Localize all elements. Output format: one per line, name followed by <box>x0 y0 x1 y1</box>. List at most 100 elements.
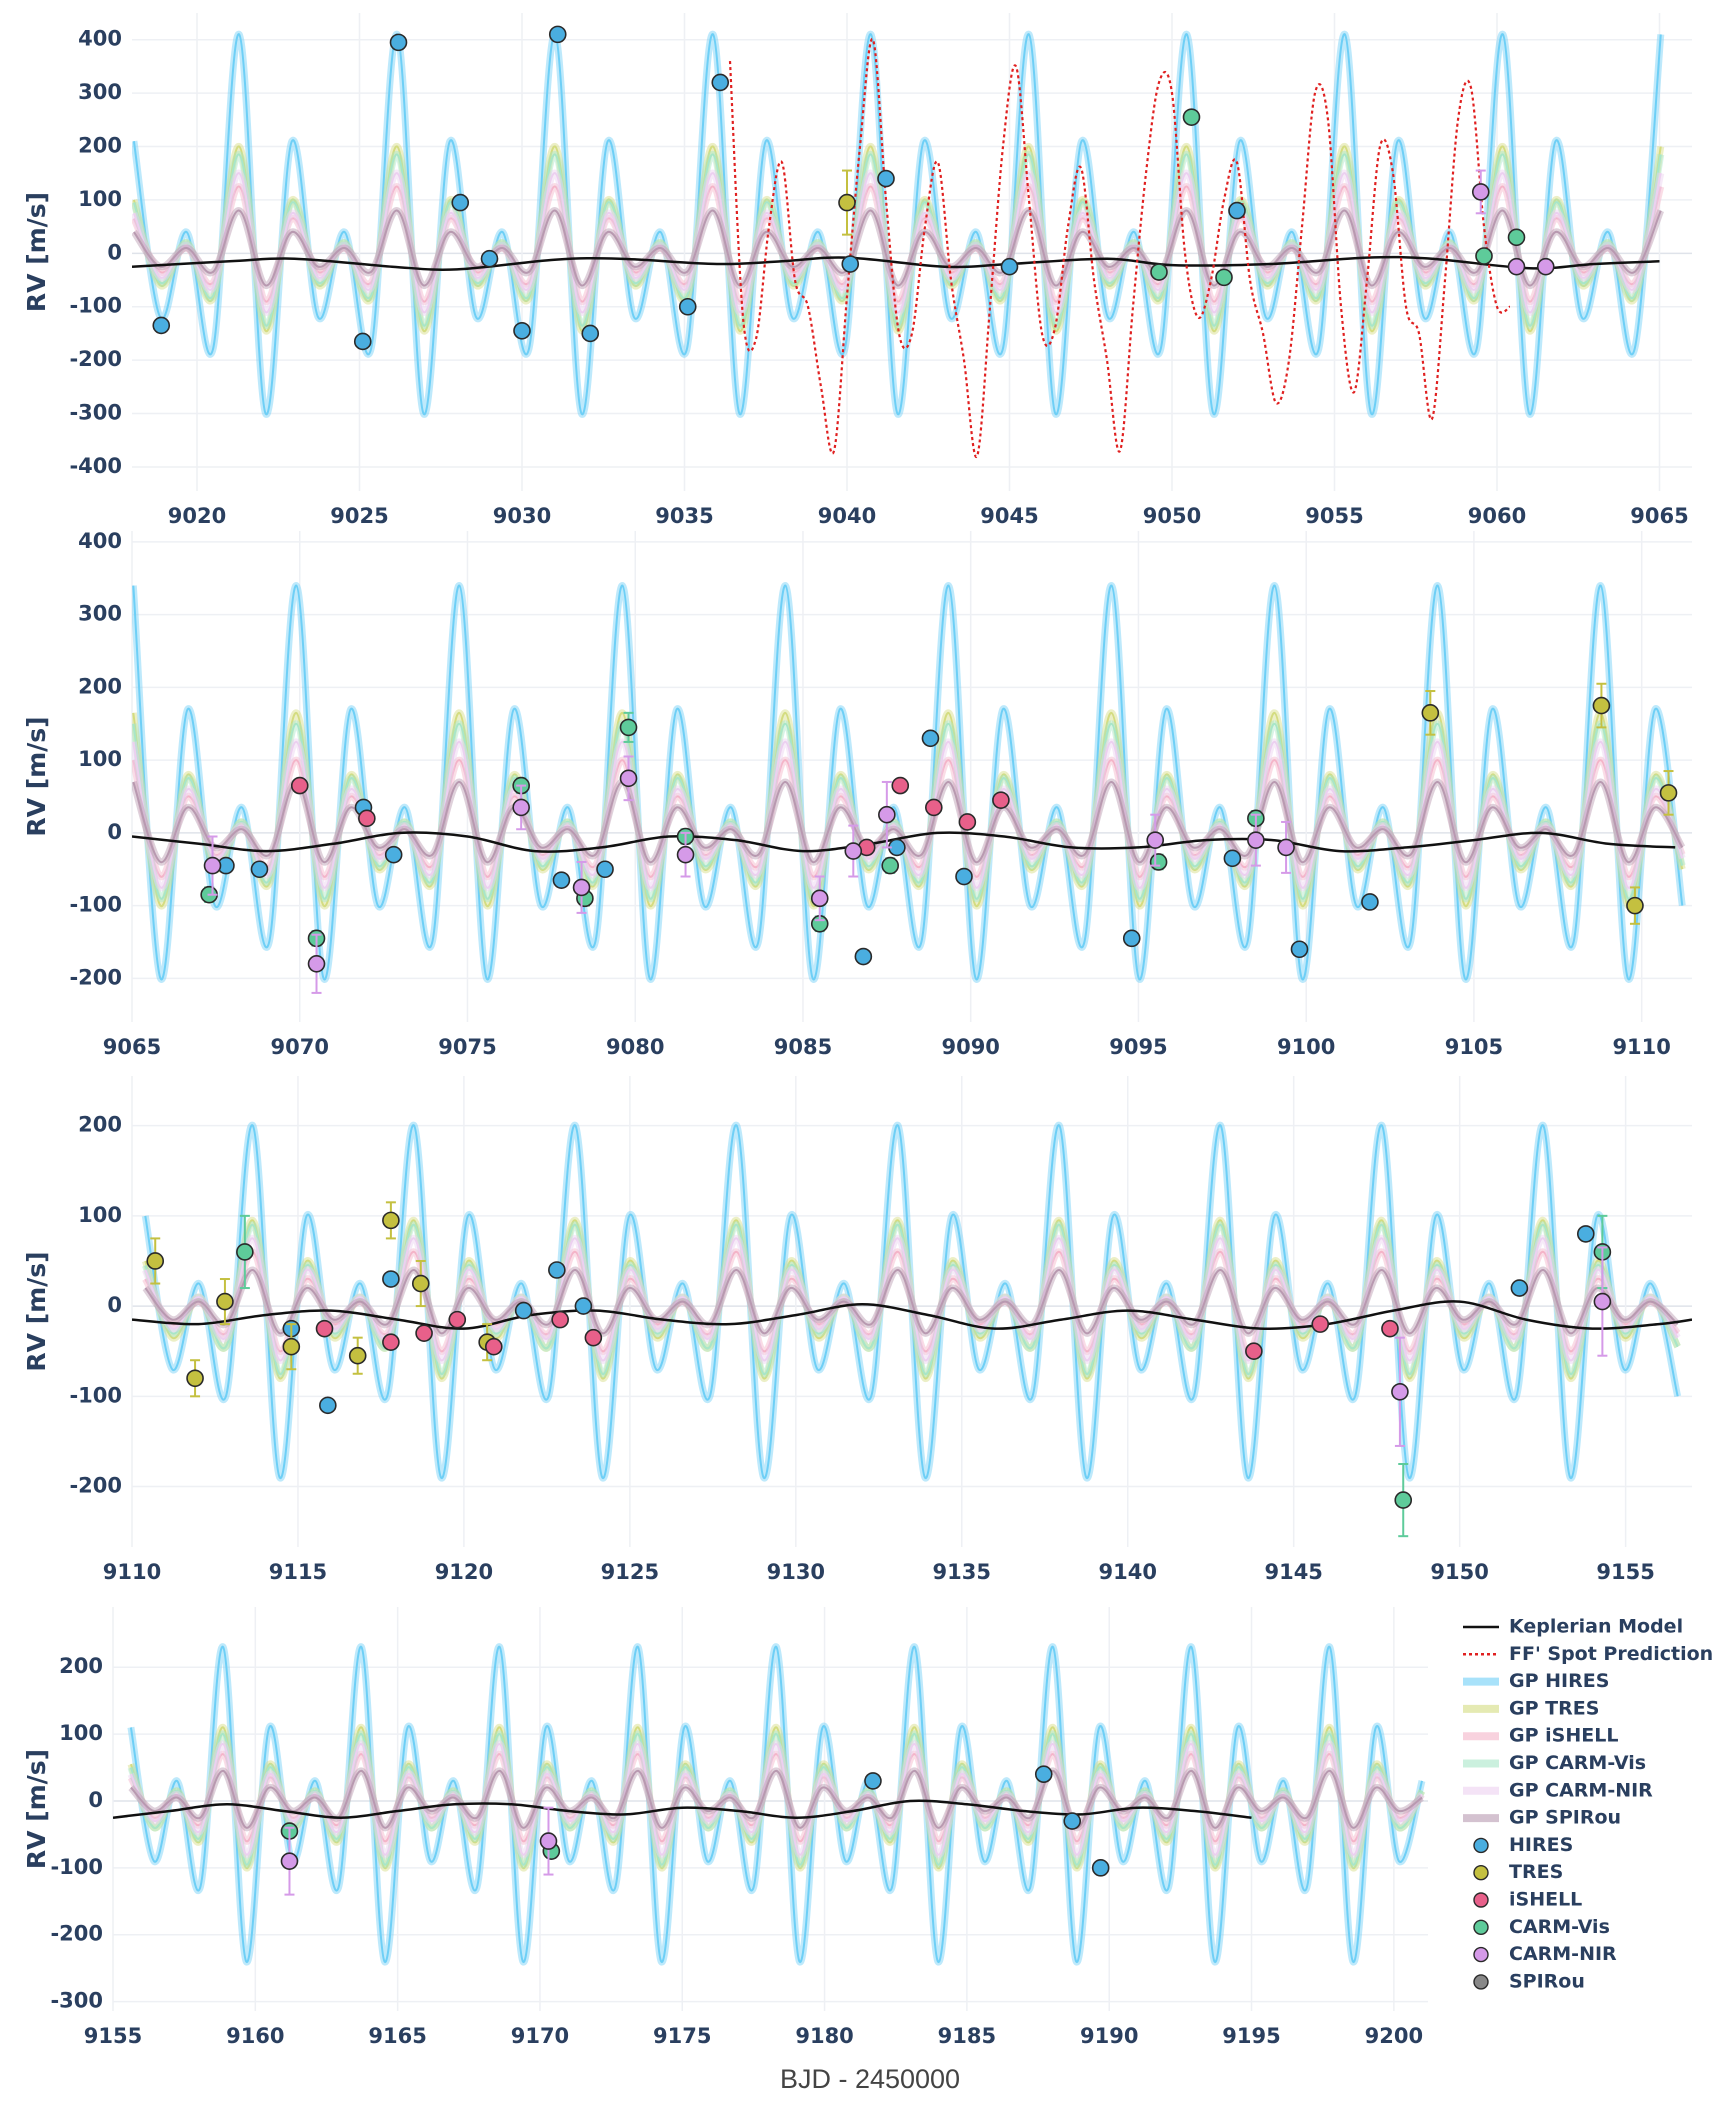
x-tick-label: 9045 <box>980 504 1038 528</box>
data-point <box>619 769 638 788</box>
y-tick-label: -300 <box>69 401 122 425</box>
data-point <box>290 776 309 795</box>
plot-area <box>132 25 1665 458</box>
data-point <box>1290 940 1309 959</box>
data-point <box>548 25 567 44</box>
data-point <box>1034 1765 1053 1784</box>
data-point <box>348 1346 367 1365</box>
x-tick-label: 9080 <box>606 1035 664 1059</box>
legend-marker <box>1473 1919 1489 1936</box>
data-point <box>1394 1491 1413 1509</box>
x-tick-label: 9040 <box>818 504 876 528</box>
data-point <box>1122 929 1141 948</box>
data-point <box>1421 704 1440 722</box>
data-point <box>539 1832 558 1850</box>
x-tick-label: 9095 <box>1109 1035 1167 1059</box>
legend-label: GP SPIRou <box>1509 1807 1621 1829</box>
y-tick-label: -100 <box>69 893 122 917</box>
data-point <box>1576 1225 1595 1243</box>
data-point <box>146 1252 165 1270</box>
legend-label: HIRES <box>1509 1834 1573 1856</box>
x-tick-label: 9065 <box>1630 504 1688 528</box>
gp-line <box>133 209 1662 287</box>
data-point <box>841 255 860 273</box>
data-point <box>280 1852 299 1870</box>
data-point <box>512 798 530 817</box>
data-point <box>382 1333 400 1351</box>
data-point <box>1381 1319 1399 1338</box>
data-point <box>1223 849 1242 868</box>
data-point <box>552 871 571 889</box>
data-point <box>319 1396 337 1415</box>
y-tick-label: -200 <box>50 1922 103 1946</box>
x-tick-label: 9160 <box>226 2024 284 2048</box>
gp-line <box>144 1124 1679 1479</box>
y-tick-label: -300 <box>50 1989 103 2013</box>
data-point <box>584 1328 603 1347</box>
y-tick-label: -100 <box>69 294 122 318</box>
data-point <box>514 1301 533 1320</box>
x-tick-label: 9085 <box>774 1035 832 1059</box>
x-tick-label: 9145 <box>1264 1560 1322 1584</box>
x-tick-label: 9110 <box>103 1560 161 1584</box>
y-tick-label: 400 <box>78 27 122 51</box>
data-point <box>415 1324 433 1342</box>
plot-area <box>132 582 1686 994</box>
data-point <box>307 955 326 973</box>
gp-line <box>132 145 1662 332</box>
legend-label: iSHELL <box>1509 1889 1582 1911</box>
data-point <box>382 1270 400 1288</box>
data-point <box>844 842 863 860</box>
legend-label: SPIRou <box>1509 1970 1585 1992</box>
y-axis-label: RV [m/s] <box>22 1251 51 1371</box>
data-point <box>1475 247 1493 265</box>
x-tick-label: 9150 <box>1430 1560 1488 1584</box>
legend-label: FF' Spot Prediction <box>1509 1643 1713 1665</box>
legend-marker <box>1473 1837 1489 1854</box>
x-tick-label: 9165 <box>368 2024 426 2048</box>
y-tick-label: 0 <box>107 240 122 264</box>
x-tick-label: 9075 <box>438 1035 496 1059</box>
gp-line <box>132 584 1684 981</box>
legend-label: CARM-NIR <box>1509 1943 1617 1965</box>
y-tick-label: 100 <box>78 1203 122 1227</box>
y-tick-label: -200 <box>69 965 122 989</box>
data-point <box>186 1369 204 1388</box>
data-point <box>203 856 222 875</box>
legend-label: GP TRES <box>1509 1697 1599 1719</box>
x-tick-label: 9035 <box>655 504 713 528</box>
data-point <box>619 718 638 737</box>
gp-line <box>129 1743 1423 1856</box>
x-tick-label: 9025 <box>330 504 388 528</box>
data-point <box>921 729 940 748</box>
y-axis-label: RV [m/s] <box>22 192 51 312</box>
data-point <box>152 316 171 335</box>
data-point <box>676 845 695 864</box>
legend-marker <box>1473 1892 1489 1908</box>
data-point <box>955 867 973 886</box>
data-point <box>810 889 829 908</box>
data-point <box>216 1292 234 1311</box>
y-tick-label: 200 <box>59 1654 103 1678</box>
data-point <box>1311 1315 1330 1333</box>
legend-label: GP CARM-NIR <box>1509 1779 1653 1801</box>
prediction-line <box>728 38 1511 458</box>
gp-line <box>132 759 1684 878</box>
model-line <box>132 1300 1692 1331</box>
gp-line <box>132 185 1662 303</box>
data-point <box>1215 268 1233 287</box>
data-point <box>282 1337 301 1356</box>
data-point <box>484 1337 503 1356</box>
data-point <box>1245 1342 1263 1361</box>
y-tick-label: 0 <box>88 1788 103 1812</box>
y-tick-label: -400 <box>69 454 122 478</box>
y-tick-label: 300 <box>78 80 122 104</box>
data-point <box>1510 1279 1529 1297</box>
data-point <box>864 1772 882 1790</box>
model-line <box>132 831 1676 853</box>
x-tick-label: 9195 <box>1222 2024 1280 2048</box>
data-point <box>551 1310 569 1329</box>
x-tick-label: 9090 <box>941 1035 999 1059</box>
